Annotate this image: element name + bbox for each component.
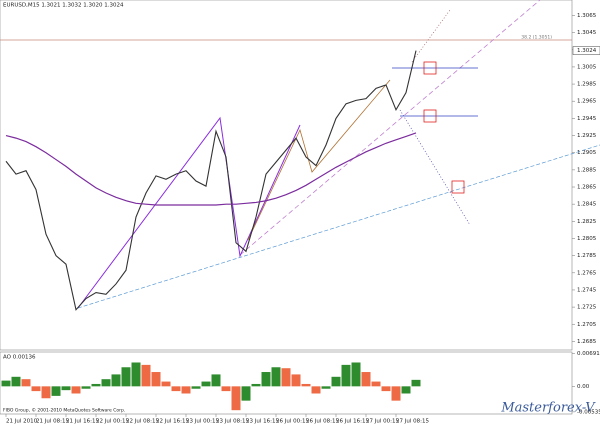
ao-bar bbox=[261, 372, 271, 387]
ao-bar bbox=[41, 386, 51, 399]
y-tick-label: 1.2785 bbox=[577, 253, 597, 259]
x-tick-label: 27 Jul 00:15 bbox=[366, 419, 399, 425]
y-tick-label: 1.2885 bbox=[577, 167, 597, 173]
target-box bbox=[451, 180, 465, 194]
y-tick-label: 0.00 bbox=[577, 384, 590, 390]
ao-bar bbox=[371, 381, 381, 387]
fibo-label: 38.2 (1.3051) bbox=[521, 35, 552, 41]
y-tick-label: 1.2825 bbox=[577, 219, 597, 225]
price-line bbox=[5, 50, 417, 311]
y-tick-label: 1.3005 bbox=[577, 64, 597, 70]
y-tick-label: 1.2685 bbox=[577, 339, 597, 345]
y-tick-label: 1.2865 bbox=[577, 185, 597, 191]
ao-bar bbox=[1, 380, 11, 387]
y-tick-label: 0.00691 bbox=[577, 351, 600, 357]
y-tick-label: 1.2705 bbox=[577, 322, 597, 328]
y-tick-label: 1.2805 bbox=[577, 236, 597, 242]
x-tick-label: 21 Jul 2010 bbox=[6, 419, 38, 425]
trend-line bbox=[239, 0, 541, 256]
x-tick-label: 26 Jul 00:15 bbox=[276, 419, 309, 425]
ao-bar bbox=[401, 386, 411, 394]
ao-bar bbox=[241, 386, 251, 401]
target-box bbox=[423, 61, 437, 75]
x-tick-label: 21 Jul 16:15 bbox=[66, 419, 99, 425]
y-tick-label: 1.2725 bbox=[577, 305, 597, 311]
x-tick-label: 23 Jul 08:15 bbox=[216, 419, 249, 425]
indicator-title: AO 0.00136 bbox=[3, 355, 36, 361]
ao-bar bbox=[281, 368, 291, 387]
ao-bar bbox=[131, 362, 141, 387]
x-tick-label: 27 Jul 08:15 bbox=[396, 419, 429, 425]
y-tick-label: 1.2745 bbox=[577, 287, 597, 293]
ao-bar bbox=[121, 367, 131, 387]
ao-bar bbox=[221, 386, 231, 392]
x-tick-label: 22 Jul 16:15 bbox=[156, 419, 189, 425]
target-box bbox=[423, 109, 437, 123]
ao-bar bbox=[231, 386, 241, 411]
y-tick-label: -0.00535 bbox=[577, 409, 600, 415]
price-marker-bg bbox=[572, 46, 600, 55]
ao-bar bbox=[71, 386, 81, 394]
x-tick-label: 22 Jul 08:15 bbox=[126, 419, 159, 425]
ao-bar bbox=[411, 379, 421, 387]
y-tick-label: 1.3065 bbox=[577, 13, 597, 19]
moving-average bbox=[5, 132, 417, 206]
ao-bar bbox=[101, 379, 111, 387]
y-tick-label: 1.2845 bbox=[577, 202, 597, 208]
ao-bar bbox=[91, 383, 101, 387]
ao-bar bbox=[171, 386, 181, 392]
current-price: 1.3024 bbox=[577, 48, 597, 54]
y-tick-label: 1.2945 bbox=[577, 116, 597, 122]
ao-bar bbox=[381, 386, 391, 392]
x-tick-label: 21 Jul 08:15 bbox=[36, 419, 69, 425]
ao-bar bbox=[111, 374, 121, 387]
ao-bar bbox=[301, 383, 311, 387]
ao-bar bbox=[391, 386, 401, 401]
ao-bar bbox=[321, 386, 331, 389]
ao-bar bbox=[331, 376, 341, 387]
wave-line bbox=[247, 79, 391, 241]
x-tick-label: 26 Jul 08:15 bbox=[306, 419, 339, 425]
price-panel bbox=[0, 0, 573, 351]
ao-bar bbox=[361, 372, 371, 387]
ao-bar bbox=[161, 381, 171, 387]
ao-bar bbox=[271, 367, 281, 387]
x-tick-label: 26 Jul 16:15 bbox=[336, 419, 369, 425]
ao-bar bbox=[81, 386, 91, 389]
chart-title: EURUSD,M15 1.3021 1.3032 1.3020 1.3024 bbox=[3, 3, 124, 9]
ao-bar bbox=[291, 374, 301, 387]
ao-bar bbox=[341, 364, 351, 387]
ao-bar bbox=[201, 381, 211, 387]
y-tick-label: 1.2905 bbox=[577, 150, 597, 156]
y-tick-label: 1.3045 bbox=[577, 30, 597, 36]
ao-bar bbox=[311, 386, 321, 394]
ao-bar bbox=[191, 386, 201, 389]
ao-bar bbox=[181, 386, 191, 394]
ao-bar bbox=[351, 362, 361, 387]
x-tick-label: 22 Jul 00:15 bbox=[96, 419, 129, 425]
ao-bar bbox=[51, 386, 61, 396]
ao-bar bbox=[211, 374, 221, 387]
x-tick-label: 23 Jul 00:15 bbox=[186, 419, 219, 425]
ao-bar bbox=[251, 383, 261, 387]
ao-bar bbox=[61, 386, 71, 391]
ao-bar bbox=[21, 379, 31, 387]
trend-line bbox=[77, 144, 600, 309]
footer: FIBO Group, © 2001-2010 MetaQuotes Softw… bbox=[3, 407, 125, 414]
y-tick-label: 1.2765 bbox=[577, 270, 597, 276]
y-tick-label: 1.2965 bbox=[577, 99, 597, 105]
y-tick-label: 1.2985 bbox=[577, 82, 597, 88]
ao-bar bbox=[141, 364, 151, 387]
ao-bar bbox=[31, 386, 41, 392]
y-tick-label: 1.2925 bbox=[577, 133, 597, 139]
x-tick-label: 23 Jul 16:15 bbox=[246, 419, 279, 425]
ao-bar bbox=[151, 372, 161, 387]
ao-bar bbox=[11, 376, 21, 387]
